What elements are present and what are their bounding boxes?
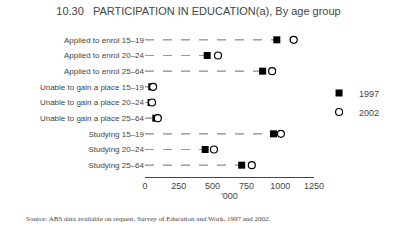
svg-text:Applied to enrol 15–19: Applied to enrol 15–19 [64, 36, 145, 45]
svg-text:1250: 1250 [304, 181, 324, 191]
svg-text:10.30 PARTICIPATION IN EDUCA: 10.30 PARTICIPATION IN EDUCATION(a), By … [56, 5, 340, 17]
svg-text:750: 750 [239, 181, 254, 191]
svg-text:1997: 1997 [359, 89, 379, 99]
svg-text:0: 0 [142, 181, 147, 191]
svg-text:Unable to gain a place 25–64: Unable to gain a place 25–64 [40, 114, 145, 123]
svg-text:250: 250 [171, 181, 186, 191]
svg-text:Unable to gain a place 15–19: Unable to gain a place 15–19 [40, 83, 145, 92]
svg-text:500: 500 [205, 181, 220, 191]
svg-text:Applied to enrol 20–24: Applied to enrol 20–24 [64, 51, 145, 60]
svg-text:Source: ABS data available on: Source: ABS data available on request, S… [26, 215, 271, 223]
svg-text:Studying 15–19: Studying 15–19 [88, 130, 144, 139]
svg-text:Unable to gain a place 20–24: Unable to gain a place 20–24 [40, 98, 145, 107]
svg-text:Studying 25–64: Studying 25–64 [88, 161, 144, 170]
svg-text:Applied to enrol 25–64: Applied to enrol 25–64 [64, 67, 145, 76]
svg-text:Studying 20–24: Studying 20–24 [88, 145, 144, 154]
svg-text:1000: 1000 [270, 181, 290, 191]
svg-text:'000: '000 [221, 191, 238, 201]
svg-text:2002: 2002 [359, 108, 379, 118]
